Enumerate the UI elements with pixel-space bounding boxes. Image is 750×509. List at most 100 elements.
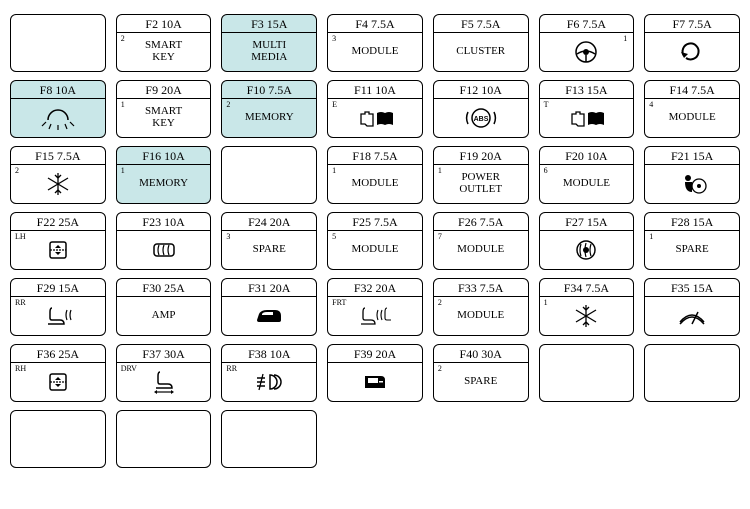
fuse-body	[11, 32, 105, 71]
fuse-label: MODULE	[457, 244, 504, 256]
fuse-blank	[10, 14, 106, 72]
fuse-F8: F8 10A	[10, 80, 106, 138]
fuse-label: MODULE	[351, 244, 398, 256]
fuse-body: RR	[11, 297, 105, 335]
fuse-F20: F20 10A6MODULE	[539, 146, 635, 204]
fuse-header: F20 10A	[540, 147, 634, 165]
fuse-label: MEMORY	[139, 178, 188, 190]
fuse-header: F24 20A	[222, 213, 316, 231]
fuse-body	[645, 165, 739, 203]
fuse-header: F6 7.5A	[540, 15, 634, 33]
fuse-superscript: 1	[544, 299, 548, 307]
fuse-body: 2MODULE	[434, 297, 528, 335]
fuse-blank	[221, 146, 317, 204]
fuse-label: MODULE	[669, 112, 716, 124]
fuse-superscript: 1	[623, 35, 627, 43]
fuse-corner-label: LH	[15, 233, 26, 241]
fuse-label: MODULE	[351, 46, 398, 58]
fuse-header: F33 7.5A	[434, 279, 528, 297]
fuse-header: F40 30A	[434, 345, 528, 363]
fuse-corner-label: E	[332, 101, 337, 109]
fuse-body	[117, 428, 211, 467]
fuse-header: F36 25A	[11, 345, 105, 363]
fuse-F36: F36 25A RH	[10, 344, 106, 402]
fuse-body	[645, 362, 739, 401]
fuse-body: CLUSTER	[434, 33, 528, 71]
fuse-header	[540, 345, 634, 362]
fuse-label: SPARE	[253, 244, 286, 256]
fuse-header: F27 15A	[540, 213, 634, 231]
fuse-body	[540, 231, 634, 269]
fuse-F25: F25 7.5A5MODULE	[327, 212, 423, 270]
fuse-header: F10 7.5A	[222, 81, 316, 99]
rear-fog-light-icon	[251, 368, 287, 396]
fuse-header	[117, 411, 211, 428]
fuse-corner-label: RR	[226, 365, 237, 373]
fuse-superscript: 5	[332, 233, 336, 241]
fuse-corner-label: RR	[15, 299, 26, 307]
fuse-body	[434, 99, 528, 137]
fuse-body: 2 SPARE	[434, 363, 528, 401]
fuse-body: RH	[11, 363, 105, 401]
fuse-F37: F37 30ADRV	[116, 344, 212, 402]
fuse-F19: F19 20A1POWEROUTLET	[433, 146, 529, 204]
fuse-body: 1SPARE	[645, 231, 739, 269]
fuse-body: AMP	[117, 297, 211, 335]
fuse-F10: F10 7.5A2MEMORY	[221, 80, 317, 138]
fuse-header: F30 25A	[117, 279, 211, 297]
fuse-F6: F6 7.5A 1	[539, 14, 635, 72]
fuse-header: F2 10A	[117, 15, 211, 33]
fuse-F21: F21 15A	[644, 146, 740, 204]
engine-with-manual-icon	[568, 104, 604, 132]
fuse-superscript: 3	[226, 233, 230, 241]
fuse-header: F39 20A	[328, 345, 422, 363]
interior-light-icon	[40, 104, 76, 132]
fuse-label: SMARTKEY	[145, 40, 182, 63]
fuse-body	[11, 428, 105, 467]
fuse-body: 1MODULE	[328, 165, 422, 203]
fuse-body	[328, 363, 422, 401]
fuse-corner-label: RH	[15, 365, 26, 373]
vehicle-profile-icon	[251, 302, 287, 330]
fuse-header: F12 10A	[434, 81, 528, 99]
fuse-body: 5 MODULE	[328, 231, 422, 269]
fuse-blank	[539, 344, 635, 402]
fuse-F7: F7 7.5A	[644, 14, 740, 72]
fuse-F32: F32 20A FRT	[327, 278, 423, 336]
fuse-superscript: 2	[226, 101, 230, 109]
steering-wheel-icon	[568, 38, 604, 66]
power-seat-icon	[146, 368, 182, 396]
fuse-body	[222, 297, 316, 335]
fuse-header: F9 20A	[117, 81, 211, 99]
fuse-body: 3 SPARE	[222, 231, 316, 269]
fuse-superscript: 2	[438, 365, 442, 373]
fuse-header: F23 10A	[117, 213, 211, 231]
fuse-header: F28 15A	[645, 213, 739, 231]
fuse-corner-label: FRT	[332, 299, 346, 307]
fuse-label: POWEROUTLET	[459, 172, 502, 195]
abs-brake-icon	[463, 104, 499, 132]
fuse-F15: F15 7.5A2	[10, 146, 106, 204]
fuse-header: F11 10A	[328, 81, 422, 99]
fuse-header: F16 10A	[117, 147, 211, 165]
door-lock-icon	[357, 368, 393, 396]
windshield-wiper-icon	[674, 302, 710, 330]
fuse-header: F13 15A	[540, 81, 634, 99]
fuse-header	[11, 15, 105, 32]
fuse-header: F34 7.5A	[540, 279, 634, 297]
fuse-F35: F35 15A	[644, 278, 740, 336]
fuse-superscript: 6	[544, 167, 548, 175]
snowflake-ac-icon	[40, 170, 76, 198]
fuse-F11: F11 10A E	[327, 80, 423, 138]
fuse-header: F32 20A	[328, 279, 422, 297]
fuse-F28: F28 15A1SPARE	[644, 212, 740, 270]
fuse-header: F35 15A	[645, 279, 739, 297]
circular-arrow-icon	[674, 38, 710, 66]
fuse-body: 2MEMORY	[222, 99, 316, 137]
fuse-F9: F9 20A1SMARTKEY	[116, 80, 212, 138]
fuse-label: SPARE	[464, 376, 497, 388]
fuse-body	[645, 297, 739, 335]
fuse-body: 1	[540, 33, 634, 71]
fuse-box-diagram: F2 10A2SMARTKEYF3 15AMULTIMEDIAF4 7.5A3M…	[10, 14, 740, 468]
fuse-header: F38 10A	[222, 345, 316, 363]
